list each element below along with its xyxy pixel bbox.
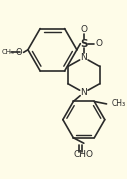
Text: N: N [80, 88, 87, 97]
Text: O: O [80, 25, 87, 34]
Text: CHO: CHO [74, 150, 94, 159]
Text: CH₃: CH₃ [112, 99, 126, 108]
Text: S: S [80, 39, 88, 49]
Text: CH₃: CH₃ [1, 49, 14, 55]
Text: O: O [15, 48, 22, 57]
Text: N: N [80, 53, 87, 62]
Text: O: O [95, 39, 102, 48]
